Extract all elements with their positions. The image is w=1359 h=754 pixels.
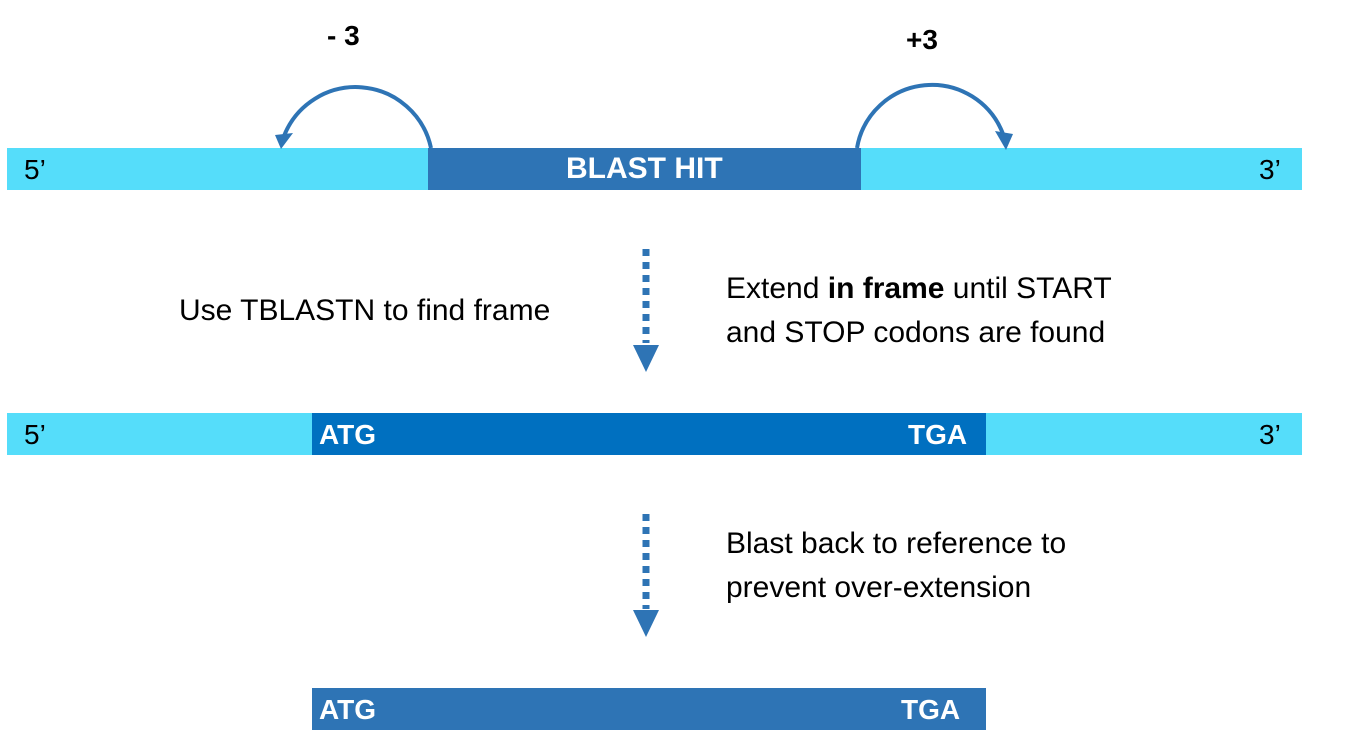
top-strand-right-flank: [861, 148, 1302, 190]
orf-bar: [312, 413, 986, 455]
blast-hit-bar: [428, 148, 861, 190]
final-stop-codon: TGA: [901, 694, 961, 725]
middle-start-codon: ATG: [319, 419, 377, 450]
top-five-prime-label: 5’: [24, 154, 46, 185]
step1-left-text: Use TBLASTN to find frame: [179, 294, 551, 327]
step1-right-line1-bold: in frame: [827, 272, 945, 305]
step1-right-line1-post: until START: [944, 272, 1112, 305]
right-shift-label: +3: [906, 24, 938, 55]
middle-strand-left-flank: [7, 413, 312, 455]
top-strand-left-flank: [7, 148, 428, 190]
final-orf-bar: [312, 688, 986, 730]
middle-stop-codon: TGA: [908, 419, 968, 450]
dashed-down-arrow-icon: [633, 249, 659, 372]
step2-text: Blast back to reference to prevent over-…: [726, 522, 1066, 610]
step1-right-text: Extend in frame until START and STOP cod…: [726, 267, 1112, 355]
curved-arrow-right-icon: [855, 82, 1013, 150]
dashed-down-arrow-icon: [633, 514, 659, 637]
middle-three-prime-label: 3’: [1259, 419, 1281, 450]
top-three-prime-label: 3’: [1259, 154, 1281, 185]
step2-line2: prevent over-extension: [726, 571, 1032, 604]
final-start-codon: ATG: [319, 694, 377, 725]
blast-hit-label: BLAST HIT: [566, 152, 723, 185]
curved-arrow-left-icon: [275, 85, 433, 149]
middle-five-prime-label: 5’: [24, 419, 46, 450]
step2-line1: Blast back to reference to: [726, 527, 1067, 560]
left-shift-label: - 3: [327, 20, 360, 51]
middle-strand-right-flank: [986, 413, 1302, 455]
step1-right-line1-pre: Extend: [726, 272, 828, 305]
step1-right-line1: Extend in frame until START: [726, 267, 1112, 311]
step1-right-line2: and STOP codons are found: [726, 316, 1106, 349]
